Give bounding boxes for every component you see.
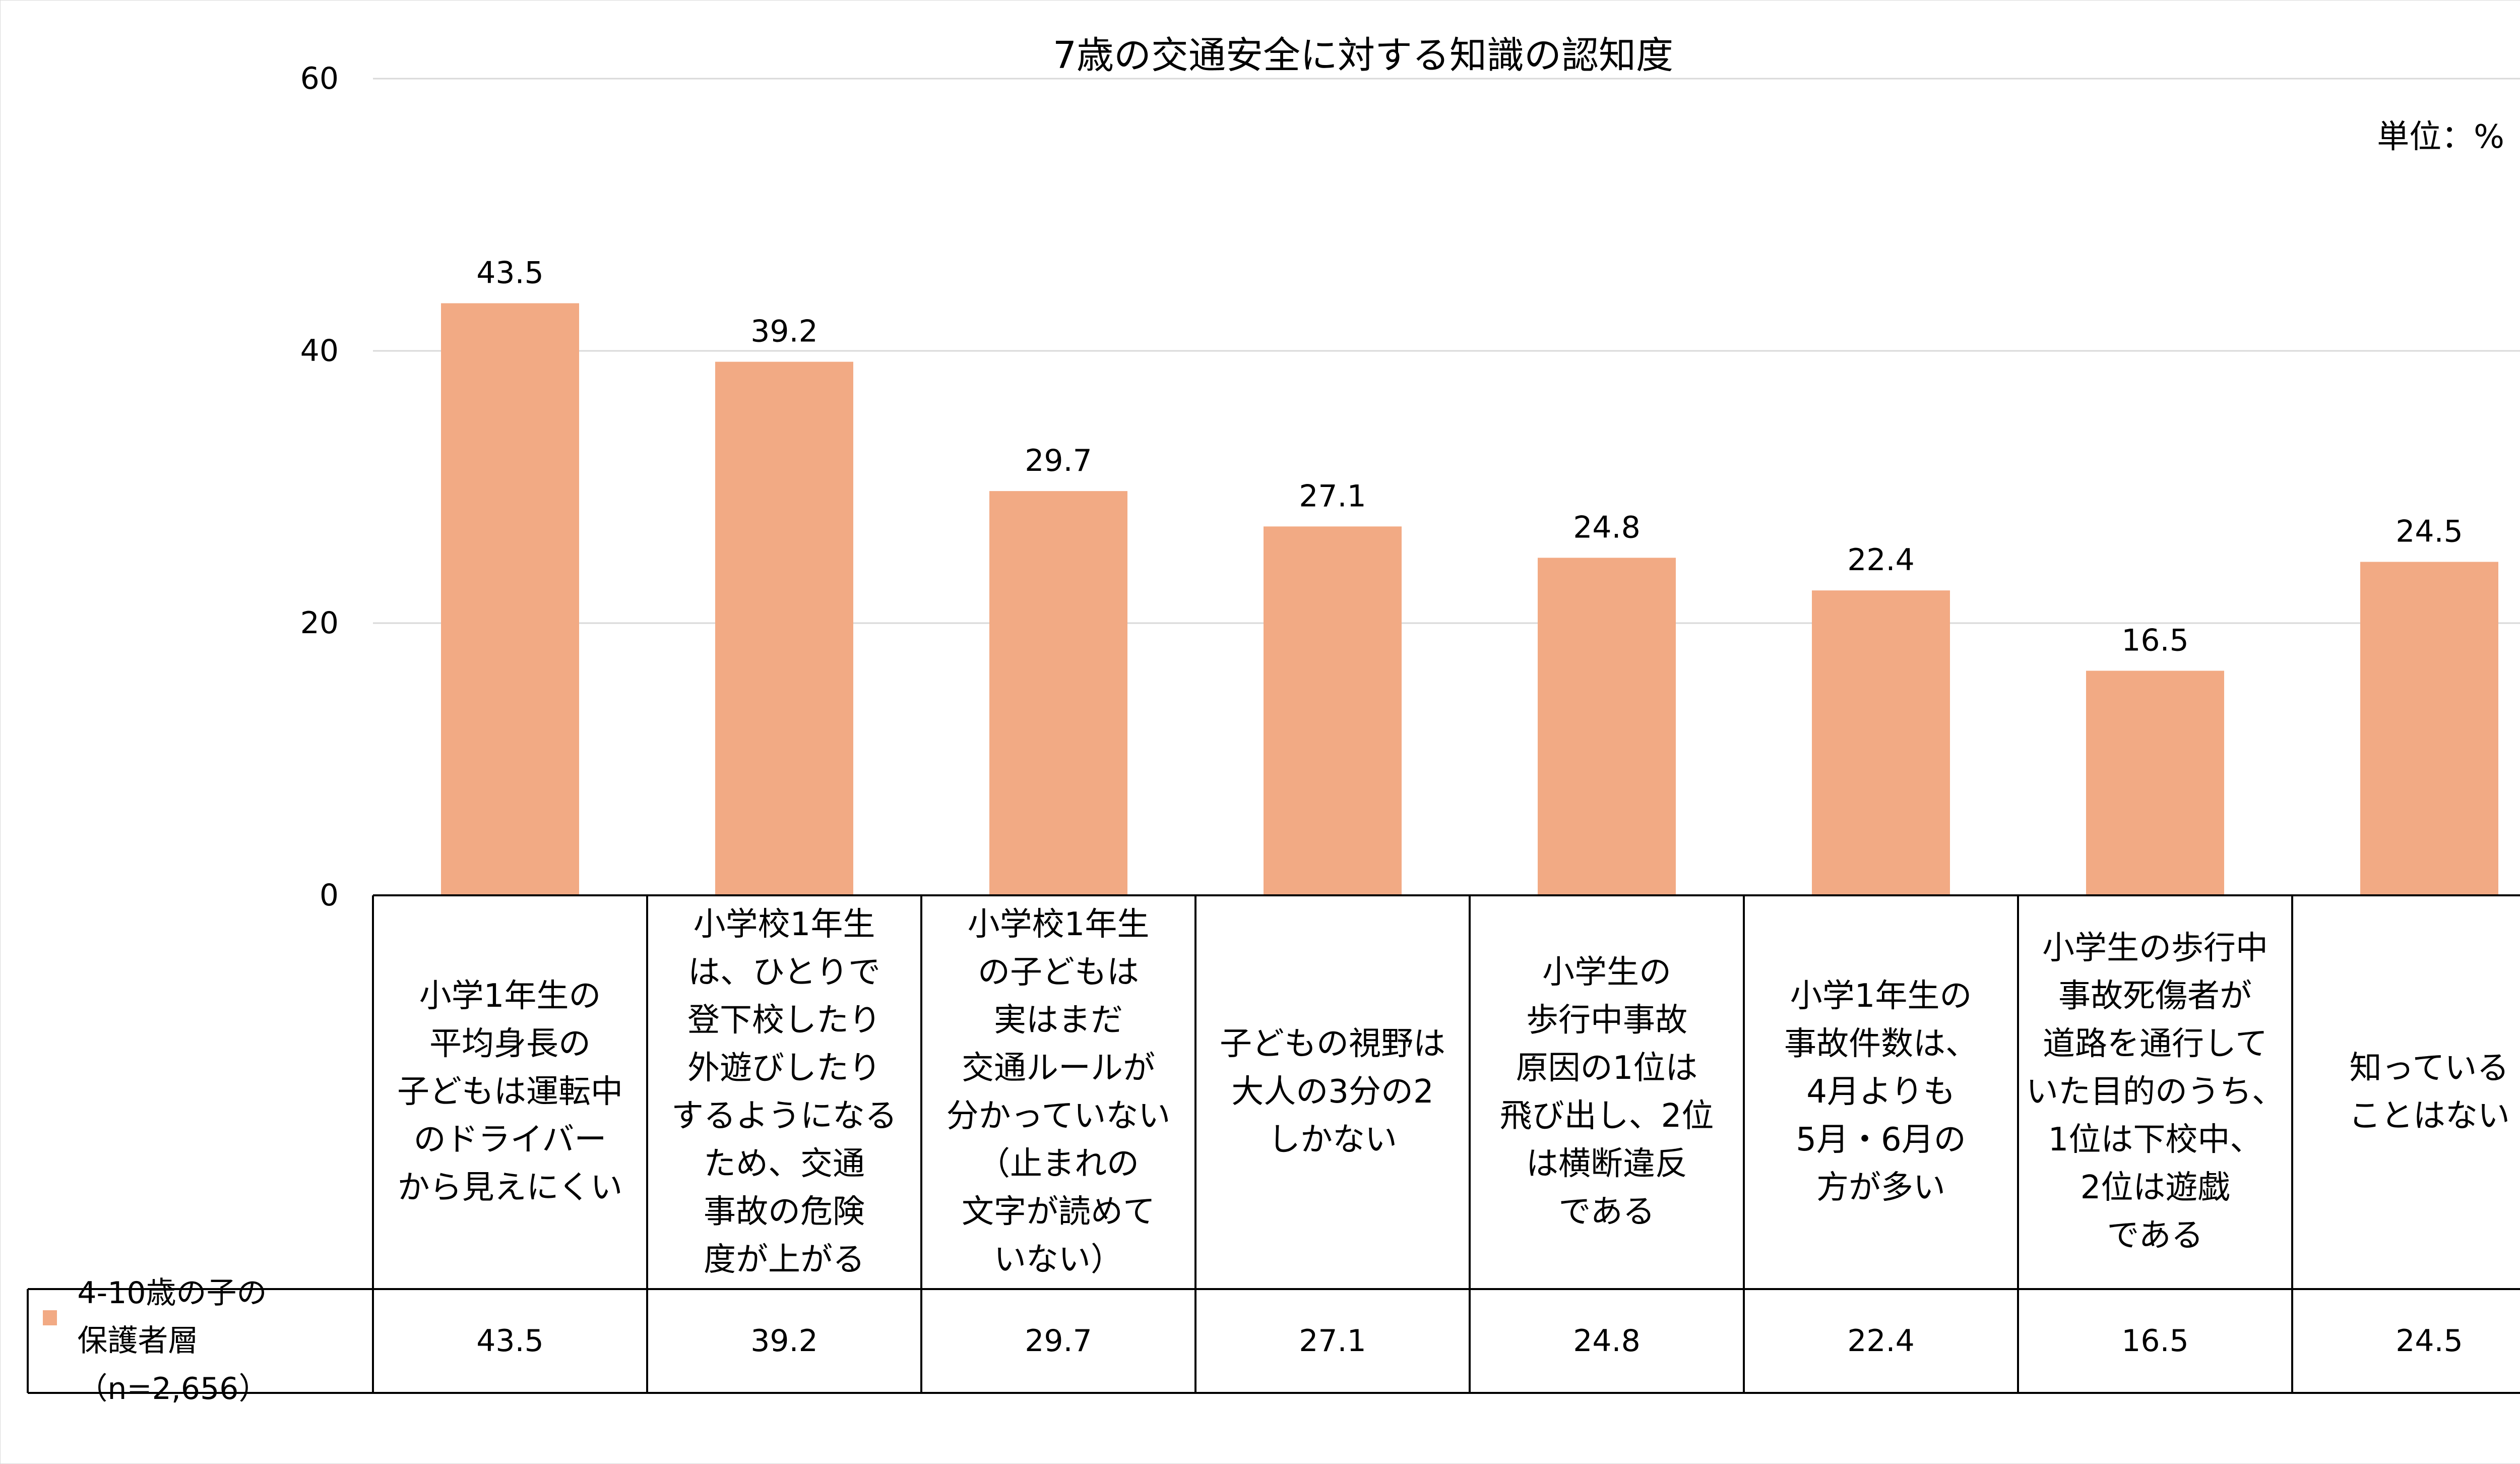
legend-swatch [43,1310,57,1325]
bar [1812,590,1950,895]
data-label: 24.5 [2396,514,2463,550]
unit-label: 単位：% [2377,118,2504,156]
data-label: 24.8 [1573,510,1641,545]
table-value: 16.5 [2121,1323,2189,1359]
category-label: 小学1年生の 平均身長の 子どもは運転中 のドライバー から見えにくい [397,978,623,1206]
bar [1264,526,1402,895]
y-tick-label: 0 [320,878,339,913]
y-tick-label: 40 [300,333,339,369]
data-label: 16.5 [2121,623,2189,658]
category-label: 小学1年生の 事故件数は、 4月よりも 5月・6月の 方が多い [1784,978,1978,1206]
category-label: 子どもの視野は 大人の3分の2 しかない [1220,1025,1445,1158]
bar [1538,558,1676,895]
y-tick-label: 20 [300,605,339,641]
data-label: 22.4 [1847,542,1915,578]
table-value: 27.1 [1299,1323,1366,1359]
table-value: 39.2 [750,1323,818,1359]
category-label: 小学校1年生 は、ひとりで 登下校したり 外遊びしたり するようになる ため、交… [671,905,897,1278]
table-value: 29.7 [1025,1323,1092,1359]
data-label: 39.2 [750,314,818,349]
bar [2086,670,2224,895]
legend-cell: 4-10歳の子の 保護者層（n=2,656） [28,1275,373,1407]
category-label: 小学校1年生 の子どもは 実はまだ 交通ルールが 分かっていない （止まれの 文… [946,905,1171,1278]
table-value: 24.8 [1573,1323,1641,1359]
category-label: 知っている ことはない [2349,1049,2510,1135]
y-tick-label: 60 [300,61,339,96]
table-value: 43.5 [476,1323,544,1359]
bar [2360,562,2498,895]
bar [441,303,579,895]
legend-label: 4-10歳の子の 保護者層（n=2,656） [77,1275,269,1407]
category-label: 小学生の歩行中 事故死傷者が 道路を通行して いた目的のうち、 1位は下校中、 … [2026,930,2284,1254]
table-value: 22.4 [1847,1323,1915,1359]
data-label: 29.7 [1025,443,1092,478]
category-label: 小学生の 歩行中事故 原因の1位は 飛び出し、2位 は横断違反 である [1499,953,1714,1231]
data-label: 43.5 [476,256,544,291]
bar [715,361,853,895]
bar [989,491,1127,895]
data-label: 27.1 [1299,478,1366,514]
chart-title: 7歳の交通安全に対する知識の認知度 [1052,34,1674,77]
table-value: 24.5 [2396,1323,2463,1359]
